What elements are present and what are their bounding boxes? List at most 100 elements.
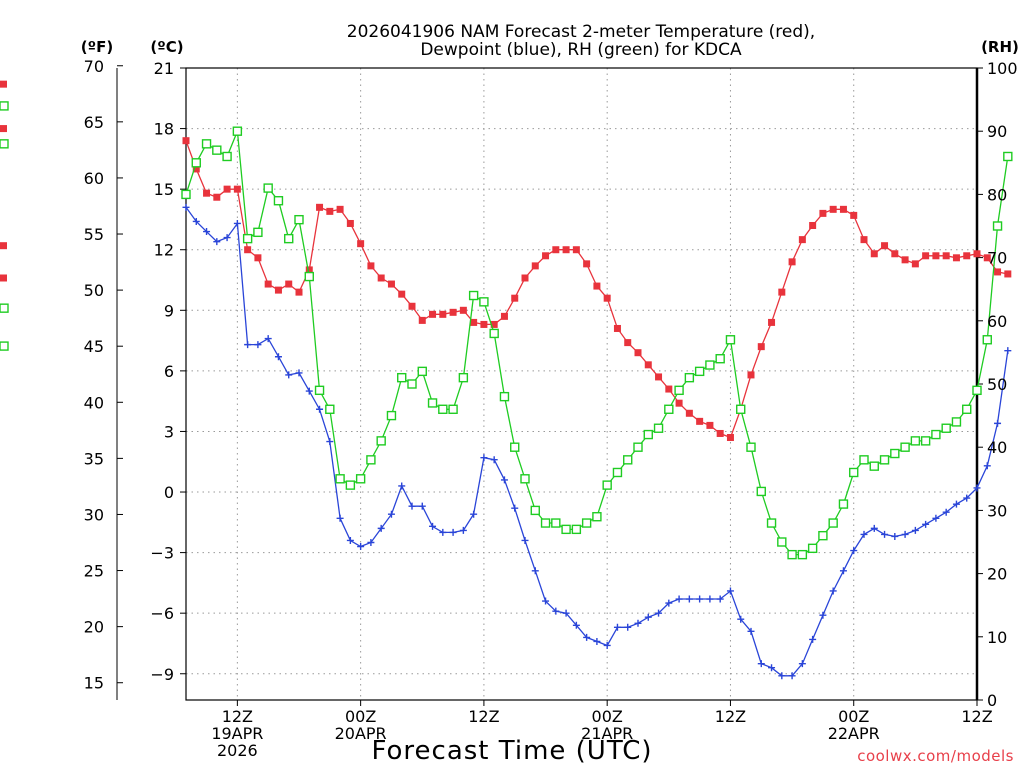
data-point-dewpoint xyxy=(747,627,755,635)
data-point-dewpoint xyxy=(387,510,395,518)
celsius-tick-label: 6 xyxy=(164,362,174,381)
x-tick-label: 12Z xyxy=(222,707,253,726)
data-point-dewpoint xyxy=(613,623,621,631)
data-point-dewpoint xyxy=(470,510,478,518)
data-point-dewpoint xyxy=(778,672,786,680)
data-point-rh xyxy=(777,537,787,547)
data-point-dewpoint xyxy=(819,611,827,619)
data-point-temperature xyxy=(768,318,776,326)
data-point-temperature xyxy=(336,205,344,213)
data-point-rh xyxy=(304,271,314,282)
data-point-temperature xyxy=(819,209,827,217)
data-point-dewpoint xyxy=(521,536,529,544)
data-point-rh xyxy=(838,499,849,509)
data-point-dewpoint xyxy=(768,664,776,672)
celsius-tick-label: 12 xyxy=(154,241,174,260)
x-tick-label: 00Z xyxy=(592,707,623,726)
fahrenheit-tick-label: 20 xyxy=(84,618,104,637)
data-point-rh xyxy=(314,385,325,396)
data-point-rh xyxy=(407,379,417,389)
data-point-rh xyxy=(212,145,222,155)
data-point-dewpoint xyxy=(233,219,241,227)
celsius-tick-label: 21 xyxy=(154,59,174,78)
data-point-dewpoint xyxy=(603,641,611,649)
rh-tick-label: 20 xyxy=(987,565,1007,584)
data-point-dewpoint xyxy=(973,484,981,492)
data-point-temperature xyxy=(511,294,519,302)
data-point-rh xyxy=(325,404,335,414)
data-point-rh xyxy=(222,151,232,162)
x-tick-label: 2026 xyxy=(217,741,258,760)
data-point-rh xyxy=(458,372,469,383)
data-point-rh xyxy=(674,385,684,396)
data-point-rh xyxy=(992,221,1003,231)
data-point-dewpoint xyxy=(1004,347,1012,355)
data-point-temperature xyxy=(809,221,817,229)
data-point-dewpoint xyxy=(572,621,580,629)
data-point-temperature xyxy=(634,349,642,357)
data-point-temperature xyxy=(0,125,7,133)
data-point-temperature xyxy=(470,318,478,326)
series-line xyxy=(185,130,1009,556)
data-point-temperature xyxy=(911,260,919,268)
data-point-dewpoint xyxy=(675,595,683,603)
data-point-dewpoint xyxy=(346,536,354,544)
data-point-dewpoint xyxy=(213,238,221,246)
data-point-dewpoint xyxy=(552,607,560,615)
data-point-temperature xyxy=(952,254,960,262)
data-point-rh xyxy=(787,549,797,560)
data-point-temperature xyxy=(1004,270,1012,278)
data-point-dewpoint xyxy=(706,595,714,603)
fahrenheit-tick-label: 70 xyxy=(84,57,104,76)
data-point-rh xyxy=(376,436,386,446)
data-point-dewpoint xyxy=(182,203,190,211)
data-point-rh xyxy=(715,354,725,364)
data-point-dewpoint xyxy=(398,482,406,490)
data-point-rh xyxy=(510,442,520,452)
data-point-dewpoint xyxy=(901,530,909,538)
x-tick-label: 20APR xyxy=(335,724,387,743)
data-point-temperature xyxy=(223,185,231,193)
rh-tick-label: 80 xyxy=(987,185,1007,204)
data-point-temperature xyxy=(603,294,611,302)
data-point-temperature xyxy=(983,254,991,262)
data-point-dewpoint xyxy=(531,567,539,575)
data-point-rh xyxy=(694,366,705,377)
fahrenheit-tick-label: 60 xyxy=(84,169,104,188)
data-point-rh xyxy=(242,233,253,244)
x-axis-label: Forecast Time (UTC) xyxy=(371,736,652,766)
data-point-rh xyxy=(520,474,530,484)
data-point-rh xyxy=(438,404,448,414)
data-point-rh xyxy=(0,303,9,313)
data-point-dewpoint xyxy=(408,502,416,510)
data-point-temperature xyxy=(665,385,673,393)
data-point-temperature xyxy=(213,193,221,201)
data-point-temperature xyxy=(0,274,7,282)
data-point-temperature xyxy=(490,320,498,328)
celsius-tick-label: −9 xyxy=(150,665,174,684)
data-point-rh xyxy=(807,543,818,554)
data-point-dewpoint xyxy=(583,633,591,641)
data-point-dewpoint xyxy=(726,587,734,595)
data-point-temperature xyxy=(357,240,365,248)
data-point-dewpoint xyxy=(860,530,868,538)
data-point-dewpoint xyxy=(295,369,303,377)
data-point-rh xyxy=(263,183,273,193)
data-point-dewpoint xyxy=(500,476,508,484)
data-point-rh xyxy=(489,328,499,339)
data-point-dewpoint xyxy=(264,335,272,343)
data-point-dewpoint xyxy=(829,587,837,595)
data-point-temperature xyxy=(377,274,385,282)
data-point-temperature xyxy=(870,250,878,258)
data-point-temperature xyxy=(881,242,889,250)
data-point-dewpoint xyxy=(377,524,385,532)
data-point-dewpoint xyxy=(634,619,642,627)
data-point-temperature xyxy=(316,203,324,211)
data-point-rh xyxy=(0,101,9,111)
data-point-dewpoint xyxy=(285,371,293,379)
data-point-temperature xyxy=(706,421,714,429)
data-point-dewpoint xyxy=(429,522,437,530)
data-point-temperature xyxy=(572,246,580,254)
data-point-temperature xyxy=(429,310,437,318)
data-point-temperature xyxy=(932,252,940,260)
